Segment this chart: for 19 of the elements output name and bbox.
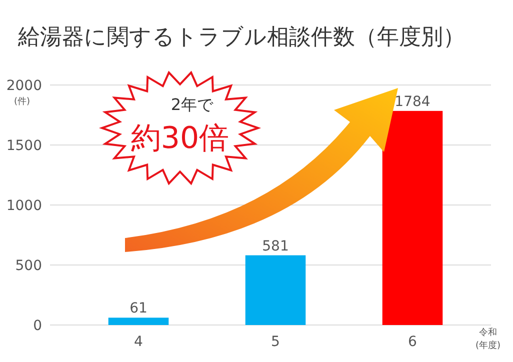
y-axis-title: (件): [14, 96, 30, 107]
y-tick-label: 2000: [6, 78, 42, 94]
y-tick-label: 1000: [6, 198, 42, 214]
bar: [108, 318, 169, 325]
annotation: 2年で: [170, 95, 214, 114]
data-label: 1784: [394, 94, 430, 110]
bar: [382, 110, 443, 325]
annotation: 約30倍: [130, 121, 230, 156]
x-tick-label: 4: [134, 334, 144, 350]
data-label: 581: [262, 238, 289, 254]
chart-title: 給湯器に関するトラブル相談件数（年度別）: [17, 25, 465, 50]
y-tick-label: 1500: [6, 138, 42, 154]
y-tick-label: 500: [15, 258, 42, 274]
x-tick-label: 6: [408, 334, 418, 350]
x-axis-title: 令和 (年度): [475, 327, 501, 351]
y-tick-label: 0: [33, 318, 42, 334]
x-tick-label: 5: [271, 334, 280, 350]
bar: [245, 255, 306, 325]
data-label: 61: [130, 300, 148, 317]
